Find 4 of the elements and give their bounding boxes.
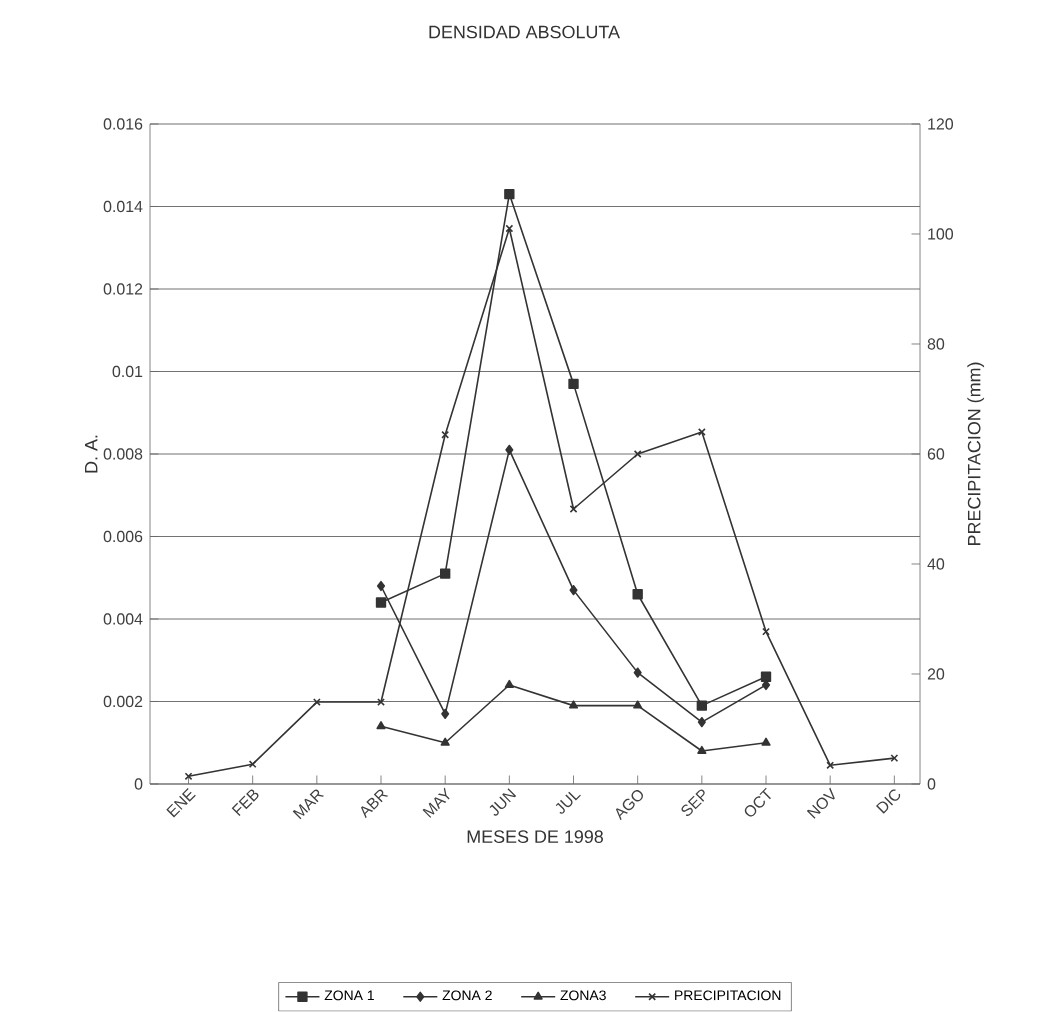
y2-axis-title: PRECIPITACION (mm) [967,362,985,546]
x-axis-title: MESES DE 1998 [467,830,603,844]
chart-title: DENSIDAD ABSOLUTA [429,25,620,39]
y-axis-title: D. A. [85,435,98,473]
